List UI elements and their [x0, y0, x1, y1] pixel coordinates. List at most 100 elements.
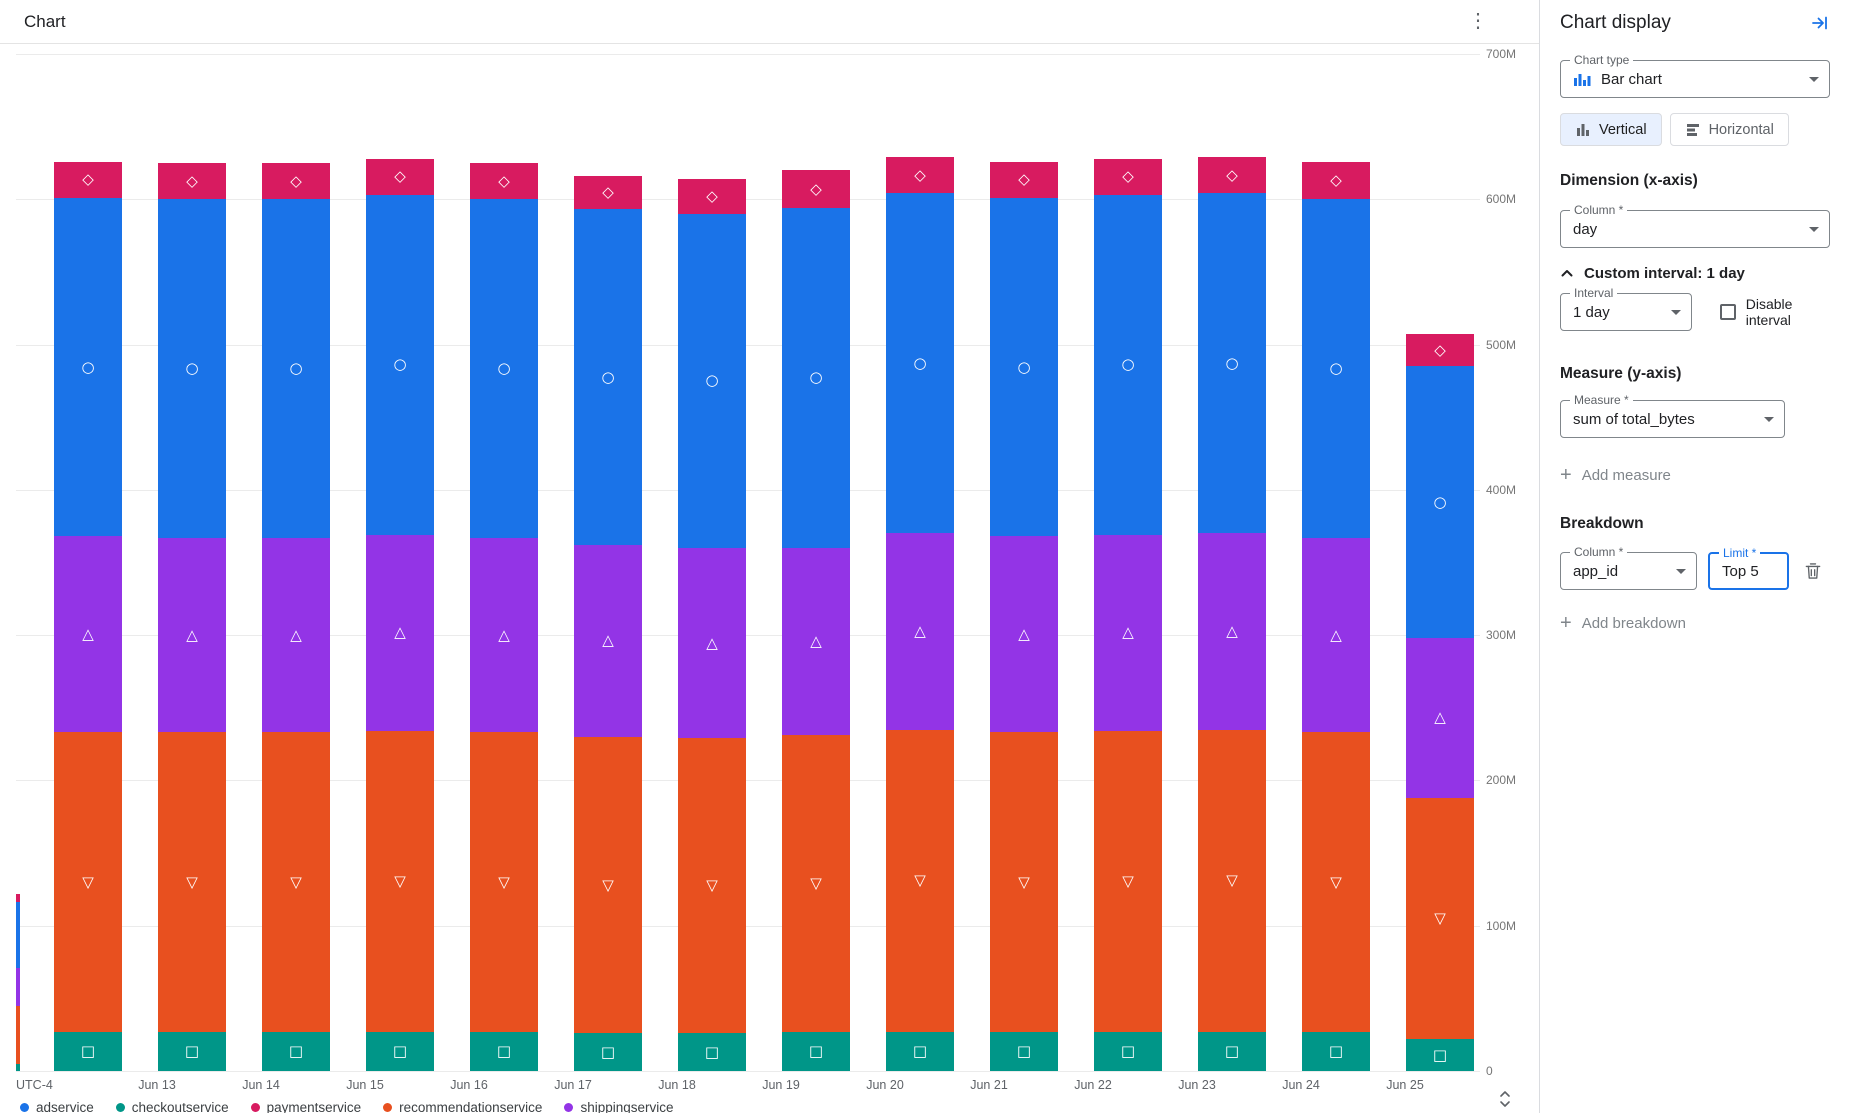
bar-segment-paymentservice[interactable]: ◇ [990, 161, 1058, 198]
partial-bar-segment[interactable] [16, 1005, 20, 1064]
bar-segment-shippingservice[interactable]: △ [1302, 537, 1370, 733]
bar-segment-checkoutservice[interactable]: □ [1094, 1031, 1162, 1071]
bar-segment-paymentservice[interactable]: ◇ [1094, 158, 1162, 195]
measure-label: Measure * [1570, 393, 1633, 407]
bar-segment-recommendationservice[interactable]: ▽ [262, 732, 330, 1032]
bar-segment-recommendationservice[interactable]: ▽ [366, 731, 434, 1032]
collapse-panel-icon[interactable] [1810, 13, 1830, 33]
bar-segment-recommendationservice[interactable]: ▽ [54, 732, 122, 1032]
bar-segment-paymentservice[interactable]: ◇ [1302, 161, 1370, 200]
bar-segment-paymentservice[interactable]: ◇ [678, 178, 746, 214]
bar-segment-shippingservice[interactable]: △ [1094, 534, 1162, 732]
partial-bar-segment[interactable] [16, 967, 20, 1006]
bar-segment-paymentservice[interactable]: ◇ [262, 162, 330, 200]
bar-segment-shippingservice[interactable]: △ [574, 545, 642, 737]
bar-segment-adservice[interactable]: ○ [1406, 366, 1474, 639]
bar-segment-paymentservice[interactable]: ◇ [1198, 157, 1266, 194]
x-axis-label: Jun 18 [658, 1078, 696, 1092]
more-options-icon[interactable]: ⋮ [1468, 10, 1488, 32]
bar-segment-shippingservice[interactable]: △ [990, 536, 1058, 733]
legend-item[interactable]: recommendationservice [383, 1100, 542, 1113]
bar-segment-checkoutservice[interactable]: □ [678, 1033, 746, 1071]
bar-segment-shippingservice[interactable]: △ [470, 537, 538, 733]
bar-segment-recommendationservice[interactable]: ▽ [886, 729, 954, 1032]
bar-segment-paymentservice[interactable]: ◇ [366, 158, 434, 195]
bar-segment-recommendationservice[interactable]: ▽ [782, 735, 850, 1032]
bar-segment-paymentservice[interactable]: ◇ [782, 170, 850, 208]
bar-segment-adservice[interactable]: ○ [54, 197, 122, 537]
bar-segment-checkoutservice[interactable]: □ [886, 1031, 954, 1071]
legend-item[interactable]: checkoutservice [115, 1100, 229, 1113]
bar-segment-shippingservice[interactable]: △ [886, 533, 954, 730]
bar-segment-recommendationservice[interactable]: ▽ [574, 736, 642, 1034]
bar-segment-shippingservice[interactable]: △ [782, 547, 850, 736]
bar-segment-checkoutservice[interactable]: □ [574, 1033, 642, 1071]
bar-segment-shippingservice[interactable]: △ [54, 536, 122, 733]
bar-segment-adservice[interactable]: ○ [886, 193, 954, 534]
bar-segment-recommendationservice[interactable]: ▽ [990, 732, 1058, 1032]
bar-segment-checkoutservice[interactable]: □ [262, 1031, 330, 1071]
horizontal-button[interactable]: Horizontal [1669, 113, 1789, 146]
bar-segment-recommendationservice[interactable]: ▽ [470, 732, 538, 1032]
bar-segment-adservice[interactable]: ○ [366, 194, 434, 535]
add-breakdown-button[interactable]: + Add breakdown [1560, 611, 1686, 635]
partial-bar-segment[interactable] [16, 893, 20, 903]
bar-segment-shippingservice[interactable]: △ [678, 547, 746, 739]
bar-segment-recommendationservice[interactable]: ▽ [678, 738, 746, 1034]
bar-segment-checkoutservice[interactable]: □ [782, 1031, 850, 1071]
bar-segment-checkoutservice[interactable]: □ [158, 1031, 226, 1071]
bar-segment-checkoutservice[interactable]: □ [990, 1031, 1058, 1071]
legend-scroll-icon[interactable] [1498, 1088, 1512, 1113]
dimension-column-select[interactable]: Column * day [1560, 203, 1830, 248]
legend-item[interactable]: shippingservice [564, 1100, 674, 1113]
bar-segment-paymentservice[interactable]: ◇ [886, 157, 954, 194]
bar-segment-checkoutservice[interactable]: □ [54, 1031, 122, 1071]
bar-segment-adservice[interactable]: ○ [678, 213, 746, 548]
bar-segment-checkoutservice[interactable]: □ [1406, 1039, 1474, 1071]
bar-segment-adservice[interactable]: ○ [1094, 194, 1162, 535]
add-measure-button[interactable]: + Add measure [1560, 463, 1671, 487]
bar-segment-checkoutservice[interactable]: □ [366, 1031, 434, 1071]
bar-segment-checkoutservice[interactable]: □ [1302, 1031, 1370, 1071]
bar-segment-paymentservice[interactable]: ◇ [470, 162, 538, 200]
bar-segment-adservice[interactable]: ○ [574, 209, 642, 546]
bar-segment-adservice[interactable]: ○ [1198, 193, 1266, 534]
breakdown-limit-input[interactable]: Limit * Top 5 [1708, 546, 1789, 590]
bar-segment-paymentservice[interactable]: ◇ [1406, 334, 1474, 367]
chart-type-select[interactable]: Chart type Bar chart [1560, 53, 1830, 98]
partial-bar-segment[interactable] [16, 902, 20, 968]
bar-segment-adservice[interactable]: ○ [262, 199, 330, 538]
bar-segment-recommendationservice[interactable]: ▽ [1406, 797, 1474, 1040]
partial-bar-segment[interactable] [16, 1063, 20, 1071]
measure-select[interactable]: Measure * sum of total_bytes [1560, 393, 1785, 438]
legend-dot [20, 1103, 29, 1112]
bar-segment-recommendationservice[interactable]: ▽ [1302, 732, 1370, 1032]
bar-segment-shippingservice[interactable]: △ [1406, 638, 1474, 798]
interval-select[interactable]: Interval 1 day [1560, 286, 1692, 331]
bar-segment-recommendationservice[interactable]: ▽ [1094, 731, 1162, 1032]
bar-segment-adservice[interactable]: ○ [990, 197, 1058, 537]
legend-item[interactable]: paymentservice [250, 1100, 361, 1113]
bar-segment-checkoutservice[interactable]: □ [1198, 1031, 1266, 1071]
vertical-button[interactable]: Vertical [1560, 113, 1662, 146]
bar-segment-adservice[interactable]: ○ [470, 199, 538, 538]
bar-segment-shippingservice[interactable]: △ [366, 534, 434, 732]
bar-segment-shippingservice[interactable]: △ [158, 537, 226, 733]
delete-breakdown-icon[interactable] [1803, 561, 1823, 581]
bar-segment-shippingservice[interactable]: △ [1198, 533, 1266, 730]
bar-segment-checkoutservice[interactable]: □ [470, 1031, 538, 1071]
bar-segment-paymentservice[interactable]: ◇ [574, 176, 642, 210]
bar-segment-shippingservice[interactable]: △ [262, 537, 330, 733]
series-marker-icon: ○ [1225, 353, 1239, 372]
bar-segment-adservice[interactable]: ○ [782, 208, 850, 548]
bar-segment-adservice[interactable]: ○ [1302, 199, 1370, 538]
bar-segment-recommendationservice[interactable]: ▽ [1198, 729, 1266, 1032]
bar-segment-paymentservice[interactable]: ◇ [158, 162, 226, 200]
bar-segment-adservice[interactable]: ○ [158, 199, 226, 538]
bar-segment-recommendationservice[interactable]: ▽ [158, 732, 226, 1032]
breakdown-column-select[interactable]: Column * app_id [1560, 545, 1697, 590]
disable-interval-checkbox[interactable]: Disable interval [1719, 296, 1830, 328]
custom-interval-toggle[interactable]: Custom interval: 1 day [1560, 262, 1830, 284]
bar-segment-paymentservice[interactable]: ◇ [54, 161, 122, 198]
legend-item[interactable]: adservice [20, 1100, 94, 1113]
